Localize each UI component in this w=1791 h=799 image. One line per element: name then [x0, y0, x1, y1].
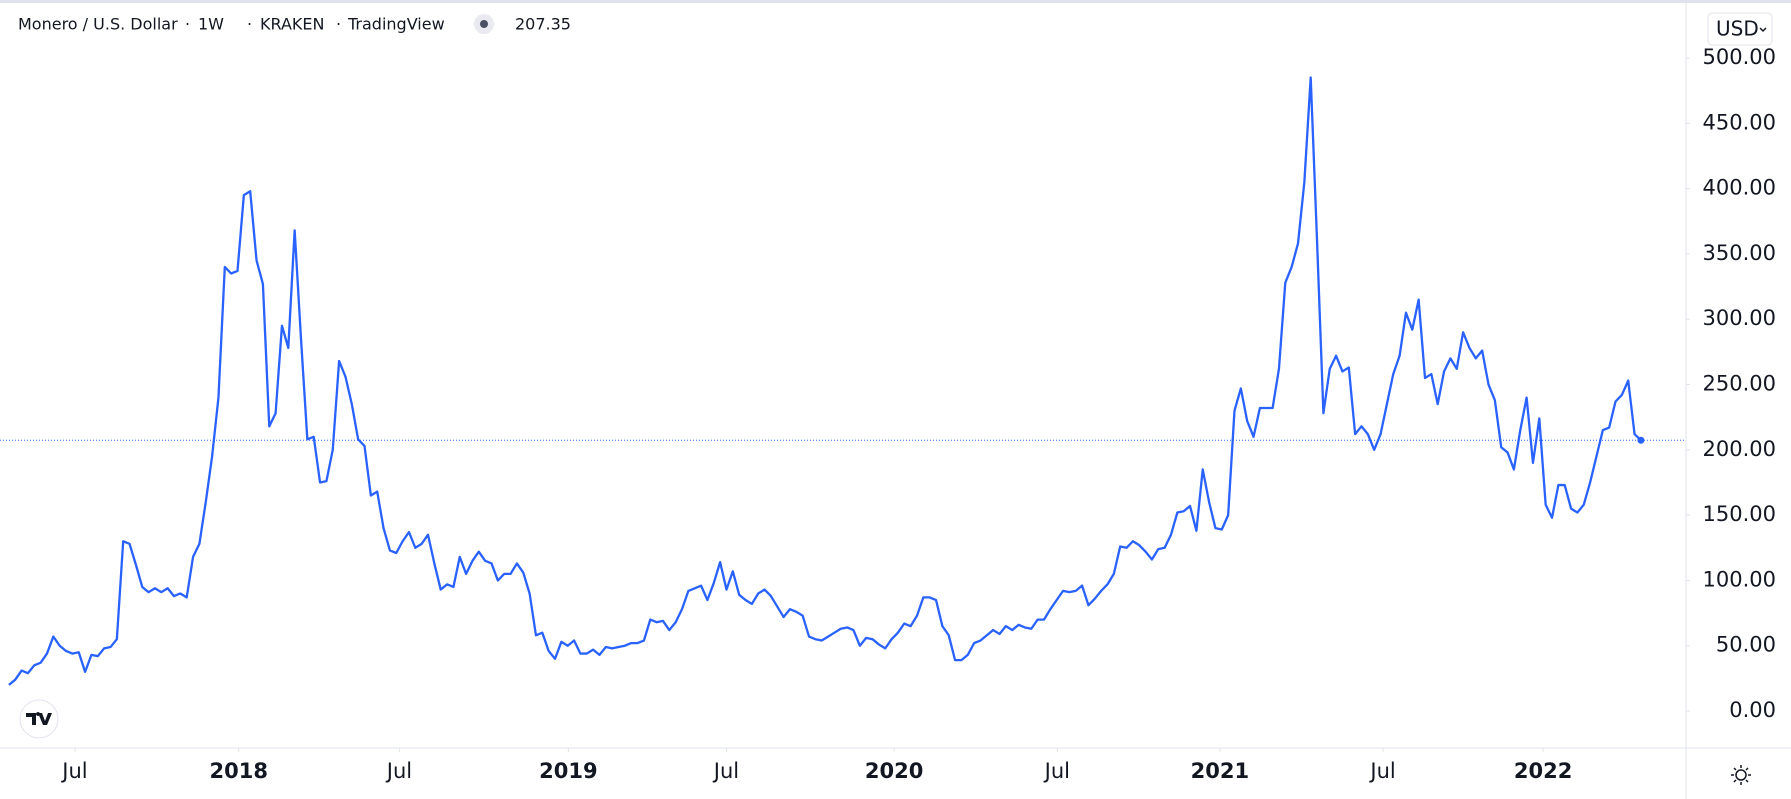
x-tick-label: 2018 [210, 759, 268, 783]
x-tick-label: Jul [712, 759, 739, 783]
currency-button-box[interactable] [1707, 12, 1773, 46]
y-tick-label: 0.00 [1729, 698, 1776, 722]
y-tick-label: 250.00 [1703, 372, 1776, 396]
sun-icon[interactable] [1735, 769, 1747, 781]
price-line [8, 76, 1642, 686]
x-tick-label: Jul [1043, 759, 1070, 783]
logo-circle[interactable] [19, 699, 59, 739]
y-tick-label: 150.00 [1703, 502, 1776, 526]
x-tick-label: Jul [385, 759, 412, 783]
dropdown-arrow [1759, 27, 1767, 33]
separator: · [336, 15, 341, 34]
x-tick-label: 2021 [1191, 759, 1249, 783]
tradingview-logo[interactable] [19, 699, 59, 739]
source: TradingView [347, 15, 445, 34]
x-tick-label: 2020 [865, 759, 923, 783]
status-dot [480, 20, 488, 28]
currency-label[interactable]: USD [1716, 17, 1759, 41]
x-tick-label: Jul [60, 759, 87, 783]
x-tick-label: Jul [1368, 759, 1395, 783]
separator: · [247, 15, 252, 34]
x-tick-label: 2019 [539, 759, 597, 783]
top-border [0, 0, 1791, 3]
x-tick-label: 2022 [1514, 759, 1572, 783]
y-tick-label: 450.00 [1703, 110, 1776, 134]
logo-mark [26, 712, 52, 725]
legend: Monero / U.S. Dollar · 1W · KRAKEN · Tra… [18, 14, 571, 34]
y-tick-label: 500.00 [1703, 45, 1776, 69]
last-price-dot [1637, 436, 1645, 444]
currency-button[interactable]: USD [1707, 12, 1773, 46]
y-tick-label: 300.00 [1703, 306, 1776, 330]
y-tick-label: 200.00 [1703, 437, 1776, 461]
exchange: KRAKEN [260, 15, 324, 34]
y-tick-label: 50.00 [1716, 633, 1776, 657]
plot-area [0, 76, 1686, 686]
last-price: 207.35 [515, 15, 571, 34]
y-tick-label: 400.00 [1703, 176, 1776, 200]
y-tick-label: 350.00 [1703, 241, 1776, 265]
sun-rays [1731, 765, 1751, 785]
y-tick-label: 100.00 [1703, 567, 1776, 591]
symbol-title: Monero / U.S. Dollar [18, 15, 178, 34]
theme-toggle[interactable] [1731, 765, 1751, 785]
separator: · [185, 15, 190, 34]
interval: 1W [198, 15, 224, 34]
